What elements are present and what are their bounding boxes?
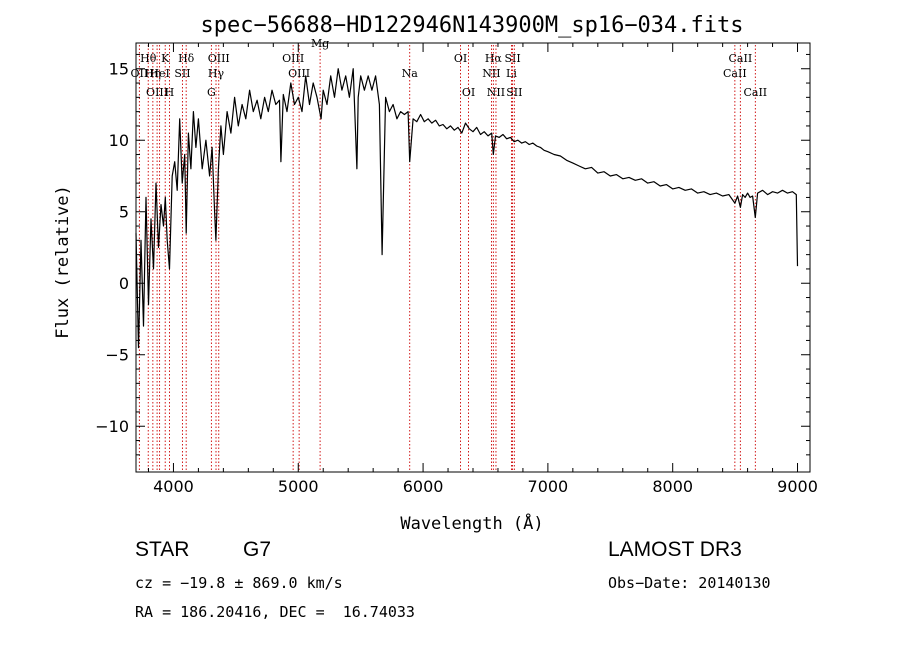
line-marker-label: CaII xyxy=(743,86,767,99)
axes-layer: 4000 5000 6000 7000 8000 9000 −10 −5 0 5 10 15 xyxy=(95,42,818,496)
line-marker-label: Na xyxy=(402,67,419,80)
observation-date: Obs−Date: 20140130 xyxy=(608,574,771,592)
y-axis-label: Flux (relative) xyxy=(53,185,73,339)
line-marker-label: NII xyxy=(482,67,500,80)
line-marker-label: OIII xyxy=(282,52,304,65)
spectrum-layer xyxy=(135,68,799,349)
y-tick-label: 15 xyxy=(109,60,129,79)
x-tick-label: 6000 xyxy=(403,477,444,496)
plot-frame xyxy=(135,42,811,473)
line-marker-label: OI xyxy=(462,86,475,99)
line-marker-label: CaII xyxy=(723,67,747,80)
line-marker-label: SII xyxy=(174,67,190,80)
x-axis-label: Wavelength (Å) xyxy=(400,512,543,534)
y-tick-label: 10 xyxy=(109,131,129,150)
spectrum-line xyxy=(135,68,799,349)
y-tick-label: 0 xyxy=(119,274,129,293)
line-marker-label: G xyxy=(207,86,216,99)
line-marker-label: Li xyxy=(506,67,517,80)
x-tick-label: 4000 xyxy=(153,477,194,496)
line-marker-label: OI xyxy=(454,52,467,65)
line-marker-label: OII xyxy=(131,67,149,80)
survey-release: LAMOST DR3 xyxy=(608,538,742,561)
line-marker-label: HeI xyxy=(149,67,169,80)
line-marker-label: Hθ xyxy=(140,52,157,65)
x-tick-label: 8000 xyxy=(652,477,693,496)
object-class-label: STAR xyxy=(135,538,190,561)
line-marker-label: K xyxy=(161,52,170,65)
line-marker-label: NII xyxy=(487,86,505,99)
line-marker-label: H xyxy=(165,86,175,99)
coordinates: RA = 186.20416, DEC = 16.74033 xyxy=(135,603,415,621)
line-marker-label: SII xyxy=(504,52,520,65)
x-tick-label: 5000 xyxy=(278,477,319,496)
y-tick-label: −10 xyxy=(95,417,129,436)
chart-title: spec−56688−HD122946N143900M_sp16−034.fit… xyxy=(200,13,743,38)
line-marker-label: OIII xyxy=(208,52,230,65)
x-tick-label: 9000 xyxy=(777,477,818,496)
spectrum-chart: spec−56688−HD122946N143900M_sp16−034.fit… xyxy=(53,13,818,534)
y-tick-label: −5 xyxy=(105,346,129,365)
line-marker-label: Hδ xyxy=(178,52,195,65)
line-marker-label: SII xyxy=(506,86,522,99)
line-marker-label: Hγ xyxy=(208,67,225,80)
object-subclass: G7 xyxy=(243,538,272,561)
line-marker-label: Hα xyxy=(485,52,503,65)
x-tick-label: 7000 xyxy=(528,477,569,496)
line-marker-label: Hη xyxy=(145,67,161,80)
line-marker-label: OIII xyxy=(146,86,168,99)
redshift-velocity: cz = −19.8 ± 869.0 km/s xyxy=(135,574,343,592)
line-marker-label: CaII xyxy=(729,52,753,65)
y-tick-label: 5 xyxy=(119,203,129,222)
line-marker-label: OIII xyxy=(288,67,310,80)
